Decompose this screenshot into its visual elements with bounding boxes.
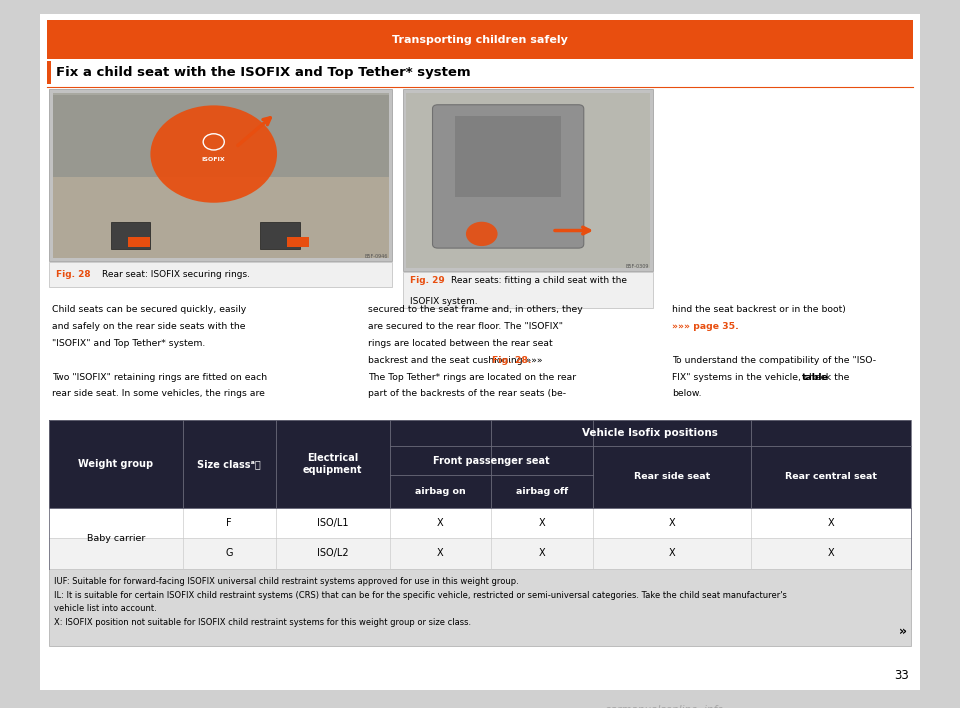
- Bar: [49, 569, 911, 646]
- Bar: [49, 262, 392, 287]
- Text: rings are located between the rear seat: rings are located between the rear seat: [369, 338, 553, 348]
- Text: backrest and the seat cushioning »»»: backrest and the seat cushioning »»»: [369, 355, 546, 365]
- Bar: [402, 88, 653, 271]
- Text: Size classᵃ⧦: Size classᵃ⧦: [198, 459, 261, 469]
- Text: IUF: Suitable for forward-facing ISOFIX universal child restraint systems approv: IUF: Suitable for forward-facing ISOFIX …: [55, 578, 519, 586]
- Text: Electrical
equipment: Electrical equipment: [303, 452, 362, 475]
- Text: ISO/L1: ISO/L1: [317, 518, 348, 528]
- Bar: [49, 88, 392, 261]
- Bar: [49, 538, 911, 569]
- Bar: [53, 96, 389, 177]
- Text: hind the seat backrest or in the boot): hind the seat backrest or in the boot): [672, 305, 846, 314]
- Text: »»» page 35.: »»» page 35.: [672, 322, 738, 331]
- Bar: [260, 222, 300, 249]
- Text: IL: It is suitable for certain ISOFIX child restraint systems (CRS) that can be : IL: It is suitable for certain ISOFIX ch…: [55, 591, 787, 600]
- Text: Two "ISOFIX" retaining rings are fitted on each: Two "ISOFIX" retaining rings are fitted …: [52, 372, 267, 382]
- Text: G: G: [226, 549, 233, 559]
- Text: rear side seat. In some vehicles, the rings are: rear side seat. In some vehicles, the ri…: [52, 389, 265, 399]
- Text: Fig. 28: Fig. 28: [56, 270, 91, 279]
- Bar: [129, 237, 150, 247]
- Text: ISO/L2: ISO/L2: [317, 549, 348, 559]
- Text: Rear central seat: Rear central seat: [784, 472, 876, 481]
- Bar: [47, 21, 913, 59]
- Text: X: X: [668, 549, 675, 559]
- Text: vehicle list into account.: vehicle list into account.: [55, 605, 157, 613]
- Text: "ISOFIX" and Top Tether* system.: "ISOFIX" and Top Tether* system.: [52, 338, 205, 348]
- Text: Rear side seat: Rear side seat: [634, 472, 709, 481]
- Text: ISOFIX: ISOFIX: [202, 157, 226, 162]
- Text: FIX" systems in the vehicle, check the: FIX" systems in the vehicle, check the: [672, 372, 852, 382]
- Bar: [110, 222, 150, 249]
- Text: B5F-0309: B5F-0309: [626, 264, 649, 269]
- Text: Transporting children safely: Transporting children safely: [392, 35, 568, 45]
- Text: Weight group: Weight group: [79, 459, 154, 469]
- Bar: [49, 420, 911, 508]
- Text: ISOFIX system.: ISOFIX system.: [410, 297, 477, 306]
- Text: »: »: [899, 625, 906, 638]
- Text: Baby carrier: Baby carrier: [86, 534, 145, 542]
- Text: The Top Tether* rings are located on the rear: The Top Tether* rings are located on the…: [369, 372, 576, 382]
- Text: Front passenger seat: Front passenger seat: [433, 456, 549, 466]
- Text: Child seats can be secured quickly, easily: Child seats can be secured quickly, easi…: [52, 305, 246, 314]
- Text: Rear seats: fitting a child seat with the: Rear seats: fitting a child seat with th…: [451, 276, 627, 285]
- FancyBboxPatch shape: [433, 105, 584, 248]
- Text: X: X: [828, 518, 834, 528]
- Text: F: F: [227, 518, 232, 528]
- Circle shape: [151, 105, 277, 202]
- Bar: [406, 93, 650, 268]
- Text: B5F-0946: B5F-0946: [364, 254, 388, 259]
- Text: X: X: [668, 518, 675, 528]
- Text: 33: 33: [895, 669, 909, 683]
- Text: X: X: [437, 549, 444, 559]
- Bar: [53, 177, 389, 258]
- Bar: [286, 237, 308, 247]
- Text: secured to the seat frame and, in others, they: secured to the seat frame and, in others…: [369, 305, 583, 314]
- Text: X: X: [828, 549, 834, 559]
- Text: X: ISOFIX position not suitable for ISOFIX child restraint systems for this weig: X: ISOFIX position not suitable for ISOF…: [55, 618, 471, 627]
- Bar: [47, 61, 51, 84]
- Text: are secured to the rear floor. The "ISOFIX": are secured to the rear floor. The "ISOF…: [369, 322, 564, 331]
- Circle shape: [466, 222, 497, 246]
- Text: airbag on: airbag on: [415, 487, 466, 496]
- Text: X: X: [437, 518, 444, 528]
- Text: Fig. 28.: Fig. 28.: [492, 355, 532, 365]
- Bar: [402, 273, 653, 308]
- Bar: [53, 93, 389, 258]
- Text: Fix a child seat with the ISOFIX and Top Tether* system: Fix a child seat with the ISOFIX and Top…: [56, 66, 470, 79]
- Text: table: table: [802, 372, 828, 382]
- Text: part of the backrests of the rear seats (be-: part of the backrests of the rear seats …: [369, 389, 566, 399]
- Text: X: X: [539, 549, 545, 559]
- Text: below.: below.: [672, 389, 701, 399]
- Text: and safely on the rear side seats with the: and safely on the rear side seats with t…: [52, 322, 245, 331]
- Bar: [455, 115, 561, 197]
- Bar: [49, 508, 911, 538]
- Text: To understand the compatibility of the "ISO-: To understand the compatibility of the "…: [672, 355, 876, 365]
- Text: Vehicle Isofix positions: Vehicle Isofix positions: [583, 428, 718, 438]
- Text: Rear seat: ISOFIX securing rings.: Rear seat: ISOFIX securing rings.: [102, 270, 250, 279]
- Text: X: X: [539, 518, 545, 528]
- Text: Fig. 29: Fig. 29: [410, 276, 444, 285]
- Text: carmanualsonline .info: carmanualsonline .info: [606, 705, 724, 708]
- Bar: [49, 420, 911, 508]
- Text: airbag off: airbag off: [516, 487, 568, 496]
